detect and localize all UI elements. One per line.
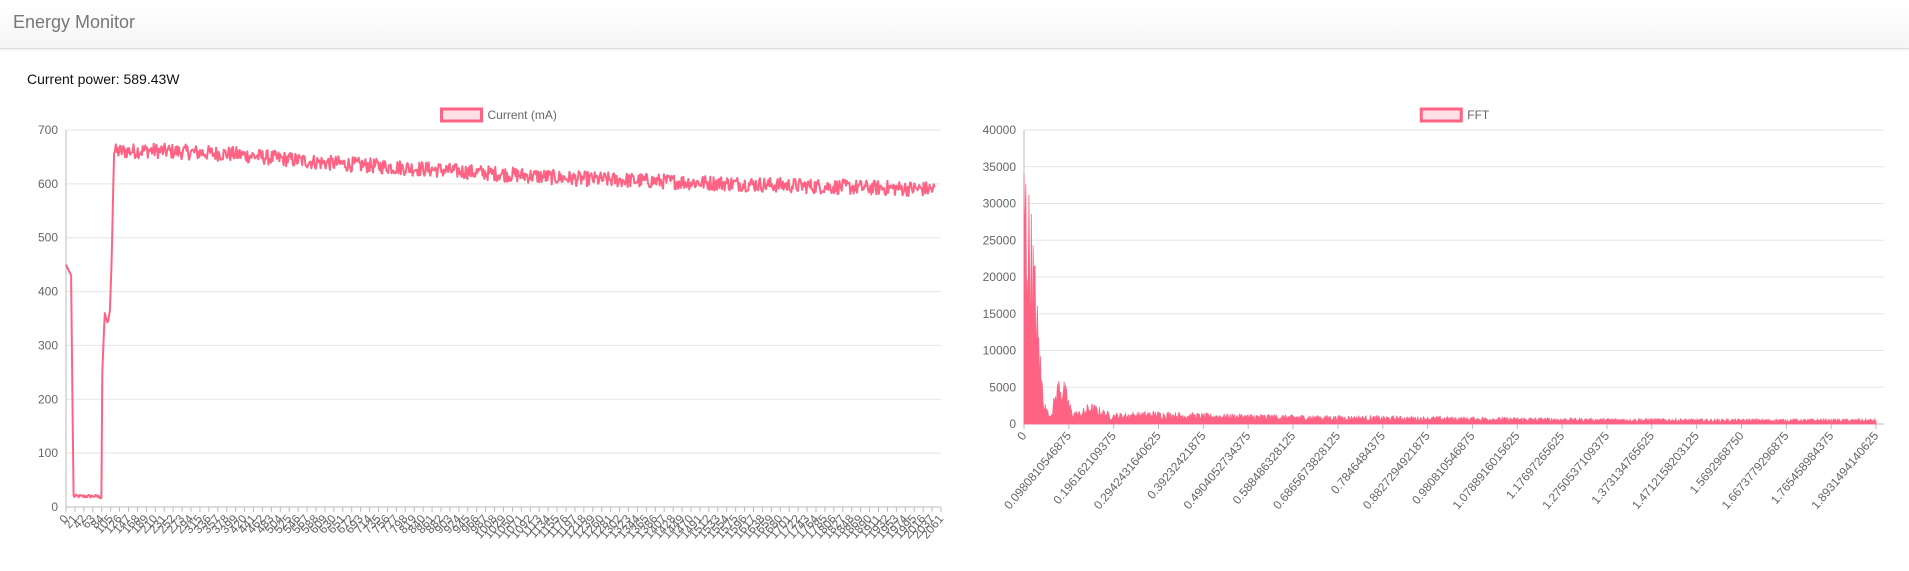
x-tick-label: 0 [1014, 429, 1029, 443]
y-tick-label: 0 [1009, 417, 1016, 431]
legend-swatch [1421, 109, 1461, 121]
y-tick-label: 20000 [983, 270, 1017, 284]
series-area-fft [1024, 174, 1876, 424]
y-tick-label: 30000 [983, 197, 1017, 211]
y-tick-label: 35000 [983, 160, 1017, 174]
y-tick-label: 10000 [983, 344, 1017, 358]
y-tick-label: 25000 [983, 233, 1017, 247]
y-tick-label: 5000 [989, 380, 1016, 394]
legend-label: FFT [1467, 108, 1490, 122]
y-tick-label: 15000 [983, 307, 1017, 321]
legend: FFT [1421, 108, 1490, 122]
y-tick-label: 40000 [983, 123, 1017, 137]
